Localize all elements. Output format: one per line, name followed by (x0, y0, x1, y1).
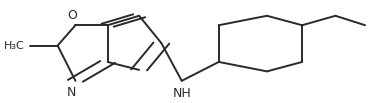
Text: O: O (67, 9, 77, 22)
Text: NH: NH (172, 87, 191, 100)
Text: N: N (67, 86, 76, 99)
Text: H₃C: H₃C (3, 41, 24, 51)
